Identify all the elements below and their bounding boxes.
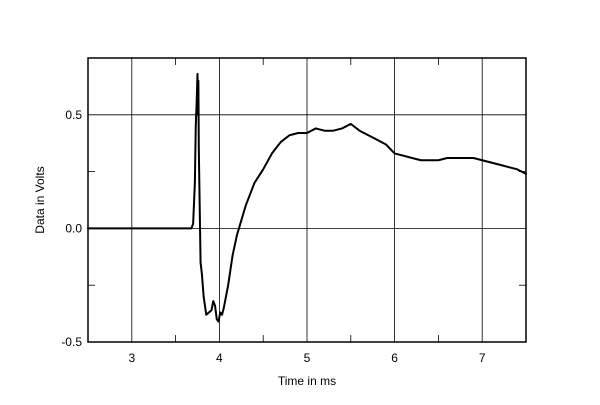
y-tick-labels: -0.5 0.0 0.5 — [61, 108, 82, 349]
y-tick-label-0: -0.5 — [61, 335, 82, 349]
series-line — [87, 72, 527, 323]
y-tick-label-1: 0.0 — [65, 221, 82, 235]
x-tick-label-0: 3 — [128, 351, 135, 365]
x-tick-label-1: 4 — [216, 351, 223, 365]
plot-area — [87, 57, 527, 343]
x-tick-labels: 3 4 5 6 7 — [128, 351, 485, 365]
x-axis-title: Time in ms — [278, 374, 336, 388]
y-axis-title: Data in Volts — [33, 166, 47, 233]
x-tick-label-2: 5 — [304, 351, 311, 365]
x-tick-label-3: 6 — [391, 351, 398, 365]
x-tick-label-4: 7 — [479, 351, 486, 365]
grid-lines — [88, 58, 526, 343]
y-tick-label-2: 0.5 — [65, 108, 82, 122]
